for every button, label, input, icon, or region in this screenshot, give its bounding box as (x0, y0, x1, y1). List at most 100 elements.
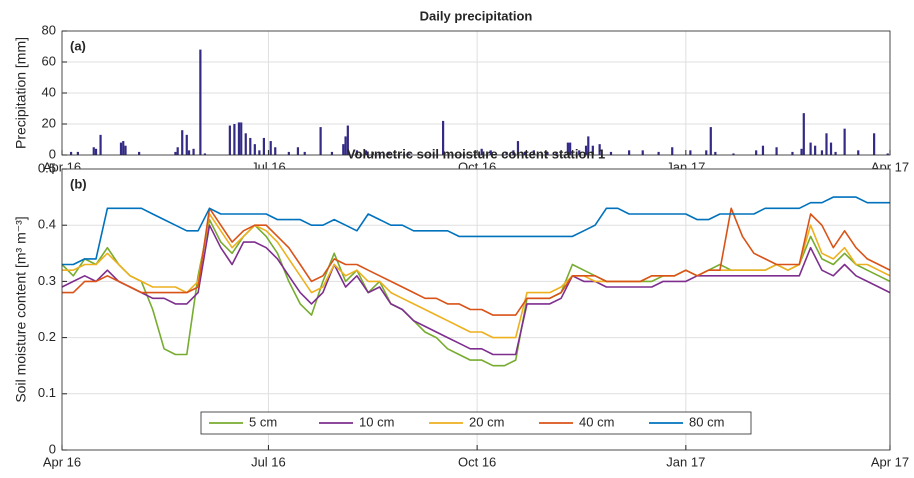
panel-annotation: (b) (70, 176, 87, 191)
bar (274, 147, 277, 155)
bar (523, 151, 526, 155)
bar (587, 136, 590, 155)
bar (598, 144, 601, 155)
bar (303, 151, 306, 155)
bar (802, 113, 805, 155)
series-line (62, 207, 891, 316)
y-tick-label: 0.1 (38, 385, 56, 400)
bar (199, 49, 202, 155)
bar (732, 153, 735, 155)
bar (342, 144, 345, 155)
bar (262, 137, 265, 155)
y-axis-label: Soil moisture content [m³ m⁻³] (13, 216, 29, 402)
y-tick-label: 40 (42, 84, 56, 99)
bar (489, 150, 492, 155)
bar (705, 150, 708, 155)
bar (516, 141, 520, 155)
y-tick-label: 0.2 (38, 329, 56, 344)
plot-frame (61, 30, 891, 156)
legend-label: 80 cm (689, 414, 724, 429)
bar (76, 151, 79, 155)
bar (119, 142, 123, 155)
legend-label: 5 cm (249, 414, 277, 429)
bar (873, 133, 876, 155)
bar (330, 151, 334, 155)
legend-label: 20 cm (469, 414, 504, 429)
legend-box (200, 411, 752, 435)
plot-frame (61, 168, 891, 451)
bar (407, 153, 411, 155)
bar (319, 127, 322, 155)
bar (820, 150, 824, 155)
bar (714, 151, 717, 155)
bar (240, 122, 243, 155)
bar (122, 141, 125, 155)
bar (671, 147, 674, 155)
x-tick-label: Oct 16 (458, 454, 496, 469)
bar (689, 150, 692, 155)
bar (371, 151, 374, 155)
bar (237, 122, 241, 155)
bar (124, 145, 127, 155)
bar (546, 151, 549, 155)
y-tick-label: 80 (42, 22, 56, 37)
bar (69, 151, 73, 155)
bar (253, 144, 256, 155)
bar (244, 133, 247, 155)
series-line (62, 196, 890, 266)
legend-label: 10 cm (359, 414, 394, 429)
y-tick-label: 60 (42, 53, 56, 68)
series-line (61, 224, 891, 356)
bar (532, 150, 535, 155)
bar (505, 151, 508, 155)
bar (857, 150, 860, 155)
bar (138, 151, 141, 155)
chart-title: Daily precipitation (420, 8, 533, 23)
y-tick-label: 0 (49, 146, 56, 161)
bar (886, 153, 889, 155)
bar (628, 150, 631, 155)
bar (203, 153, 207, 155)
bar (387, 151, 390, 155)
bar (791, 151, 794, 155)
bar (709, 127, 712, 155)
bar (775, 147, 778, 155)
panel-annotation: (a) (70, 38, 86, 53)
bar (609, 151, 613, 155)
bar (233, 124, 236, 155)
bar (800, 148, 803, 155)
bar (834, 151, 837, 155)
bar (94, 148, 98, 155)
bar (346, 125, 349, 155)
bar (761, 145, 765, 155)
bar (176, 147, 179, 155)
y-tick-label: 0.5 (38, 160, 56, 175)
bar (249, 137, 252, 155)
y-tick-label: 0.3 (38, 273, 56, 288)
chart-title: Volumetric soil moisture content station… (347, 146, 605, 161)
bar (566, 142, 569, 155)
bar (755, 150, 758, 155)
y-tick-label: 20 (42, 115, 56, 130)
bar (378, 151, 381, 155)
bar (296, 147, 300, 155)
x-tick-label: Apr 16 (43, 454, 81, 469)
bar (181, 130, 184, 155)
bar (185, 134, 188, 155)
bar (825, 133, 828, 155)
y-tick-label: 0 (49, 441, 56, 456)
y-tick-label: 0.4 (38, 217, 56, 232)
bar (344, 136, 347, 155)
bar (480, 148, 483, 155)
bar (657, 151, 660, 155)
bar (92, 147, 95, 155)
bar (442, 120, 445, 155)
bar (584, 145, 588, 155)
bar (258, 150, 261, 155)
x-tick-label: Apr 17 (871, 454, 909, 469)
bar (555, 151, 558, 155)
bar (187, 150, 191, 155)
bar (591, 145, 594, 155)
bar (641, 150, 644, 155)
